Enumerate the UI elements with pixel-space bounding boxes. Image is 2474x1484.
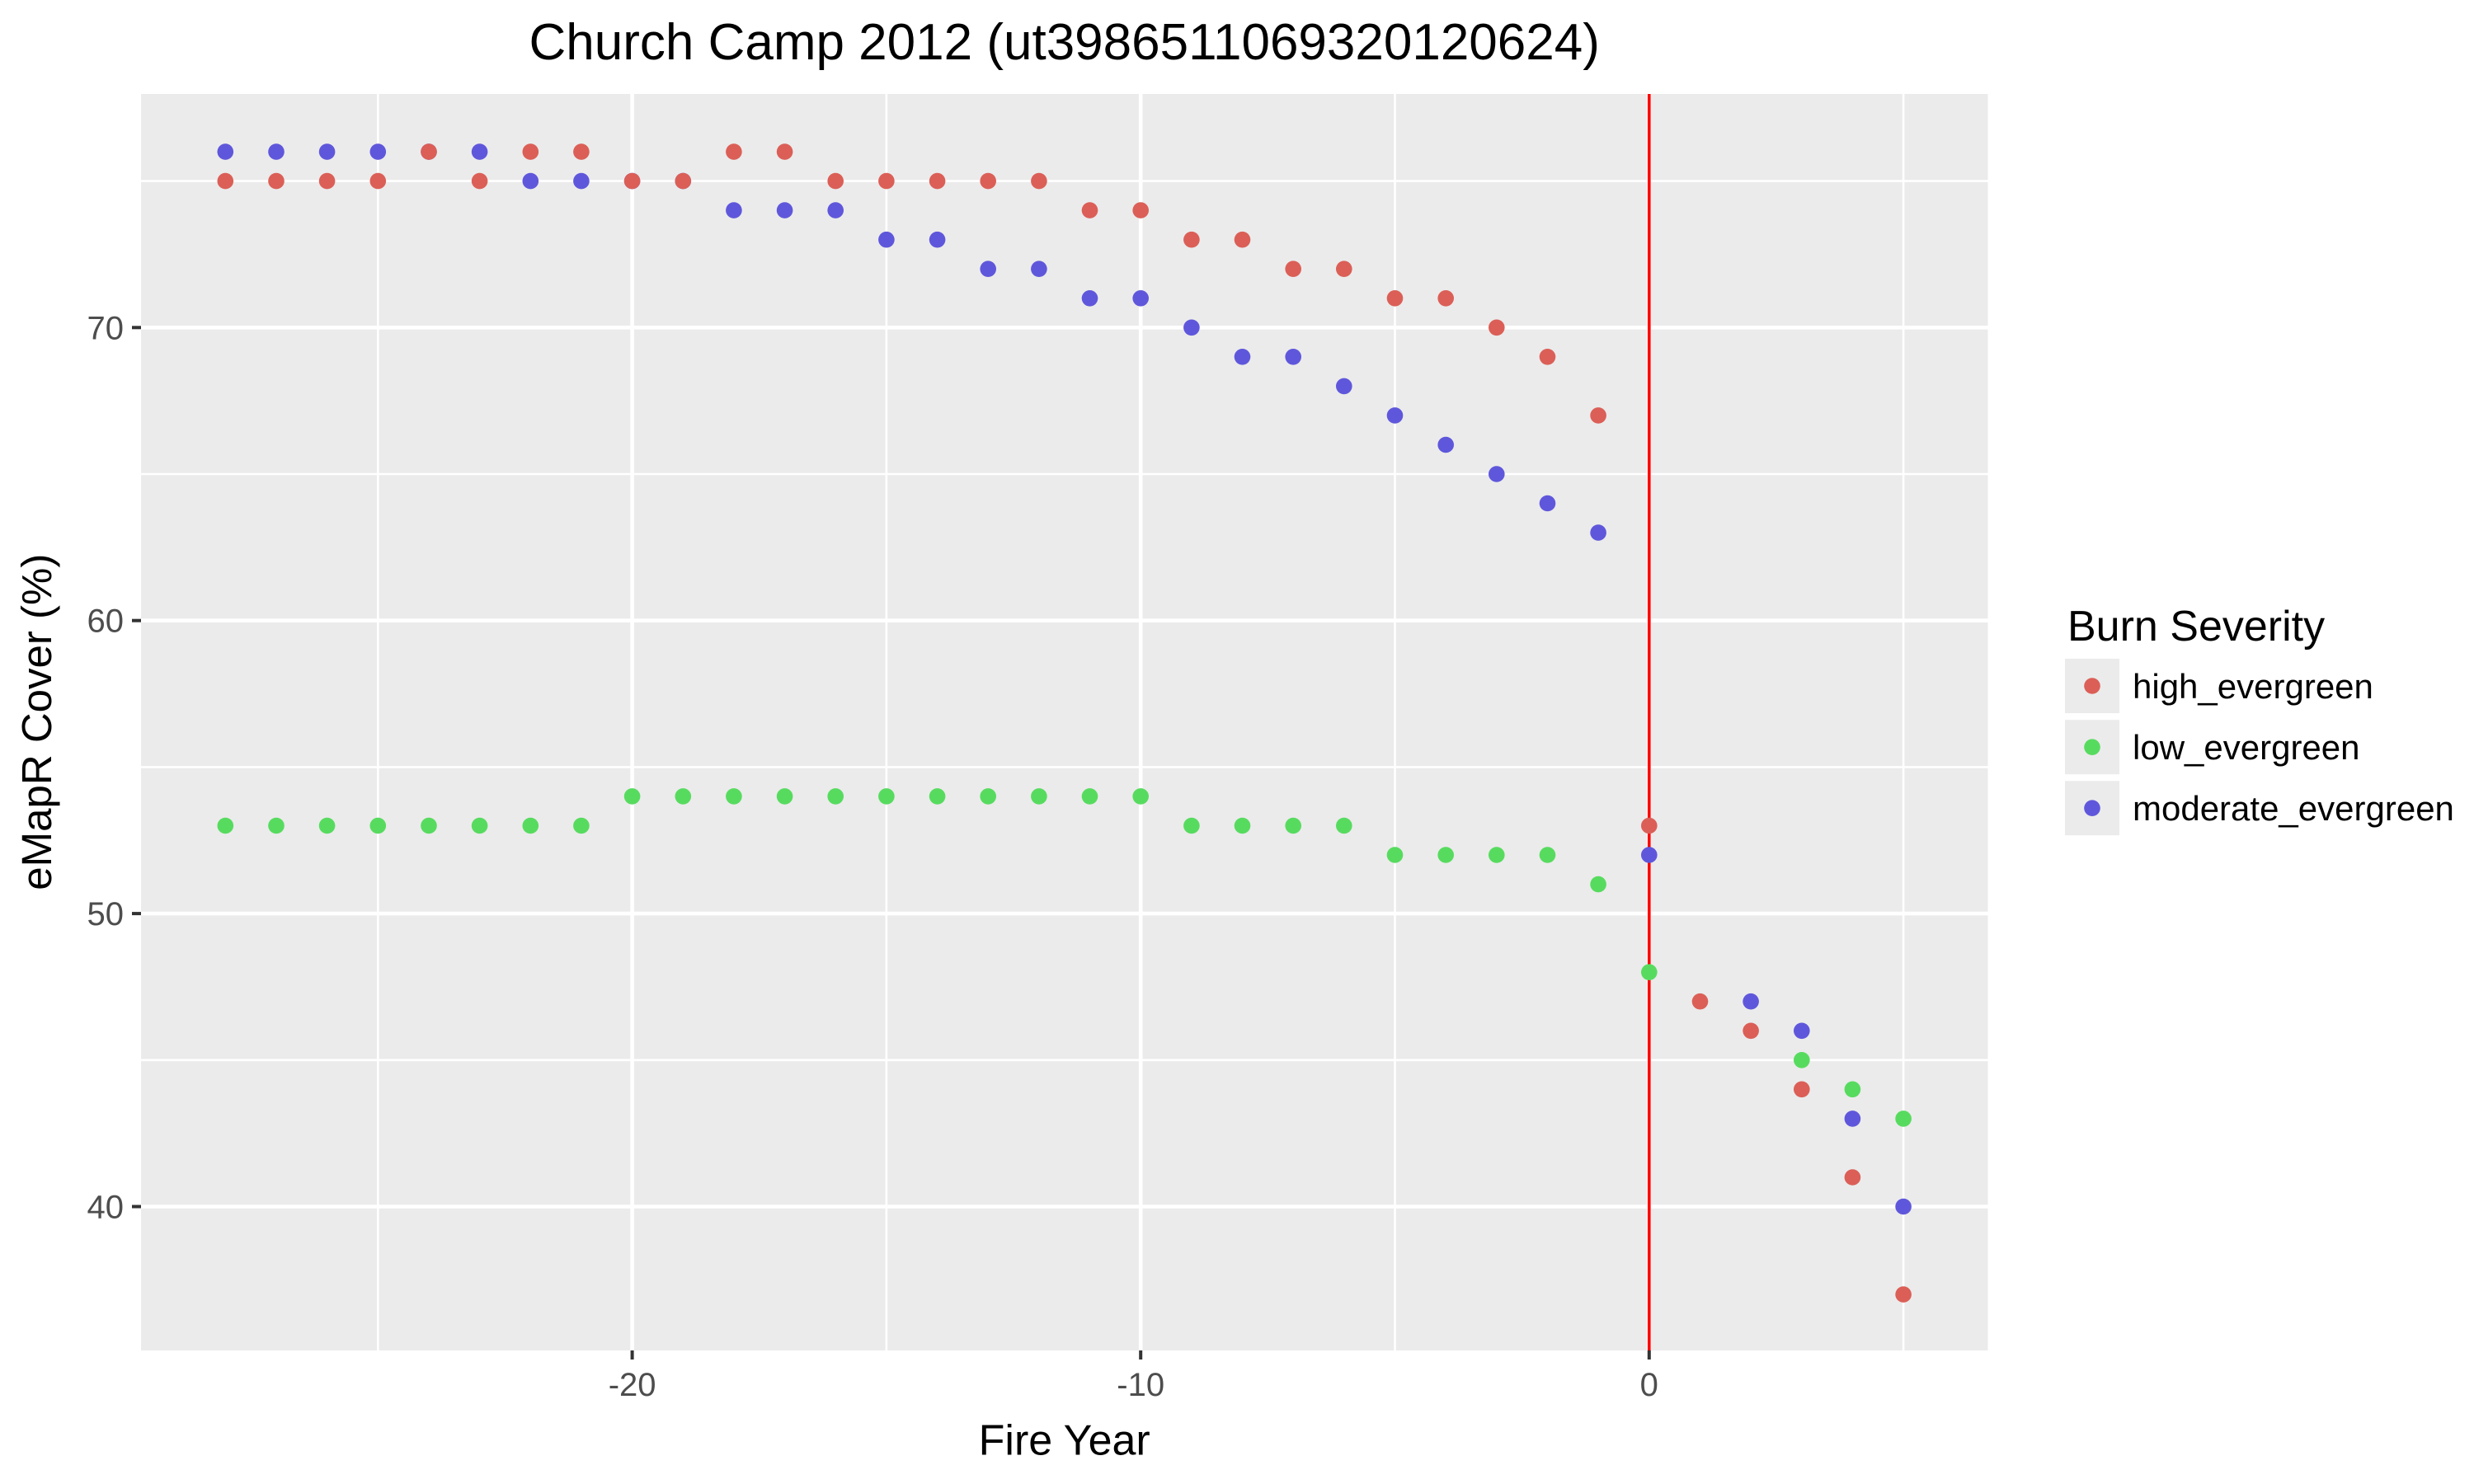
svg-text:50: 50 <box>87 896 125 932</box>
svg-text:Fire Year: Fire Year <box>979 1417 1150 1465</box>
svg-text:Burn Severity: Burn Severity <box>2067 603 2325 650</box>
svg-text:eMapR Cover (%): eMapR Cover (%) <box>13 554 60 890</box>
svg-text:0: 0 <box>1640 1367 1658 1403</box>
svg-text:high_evergreen: high_evergreen <box>2133 667 2373 706</box>
svg-text:-10: -10 <box>1117 1367 1164 1403</box>
svg-text:40: 40 <box>87 1190 125 1226</box>
svg-text:low_evergreen: low_evergreen <box>2133 728 2360 767</box>
svg-text:60: 60 <box>87 603 125 640</box>
svg-text:Church Camp 2012 (ut3986511069: Church Camp 2012 (ut3986511069320120624) <box>529 14 1599 71</box>
svg-text:70: 70 <box>87 310 125 346</box>
svg-text:moderate_evergreen: moderate_evergreen <box>2133 789 2454 828</box>
svg-text:-20: -20 <box>609 1367 656 1403</box>
